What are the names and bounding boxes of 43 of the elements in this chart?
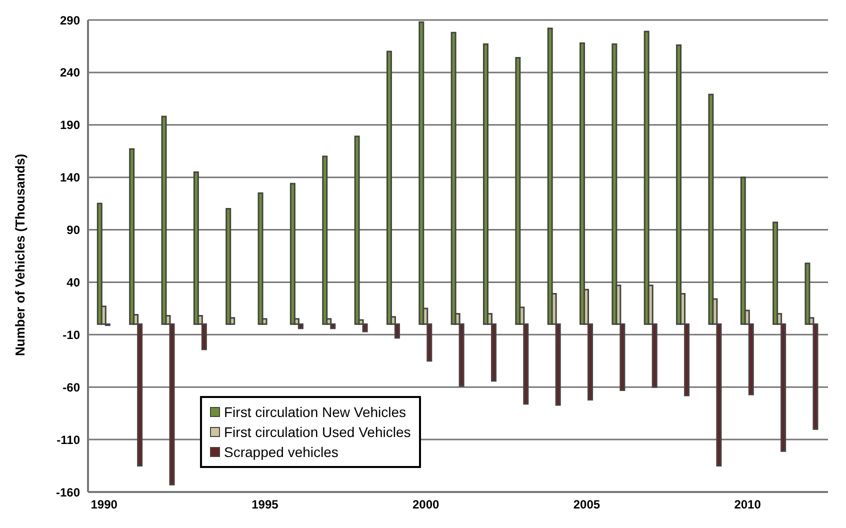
bar: [515, 57, 521, 325]
y-tick-label: -10: [62, 328, 80, 342]
bar: [129, 148, 135, 325]
bar: [580, 42, 586, 325]
bar: [612, 43, 618, 325]
bar: [386, 50, 392, 325]
y-tick-label: -110: [56, 432, 80, 447]
bar: [226, 208, 232, 325]
bar: [676, 44, 682, 325]
legend-label: First circulation Used Vehicles: [224, 423, 411, 442]
x-tick-label: 2005: [573, 498, 600, 512]
bar: [354, 136, 360, 325]
bar: [322, 156, 328, 325]
x-tick-label: 1995: [252, 498, 279, 512]
y-tick-label: 290: [60, 13, 80, 28]
y-tick-label: 90: [66, 223, 80, 238]
x-tick-label: 2000: [412, 498, 440, 512]
y-axis-title: Number of Vehicles (Thousands): [12, 154, 28, 356]
y-tick-label: 240: [60, 66, 80, 80]
bar: [644, 30, 650, 325]
legend-label: Scrapped vehicles: [224, 443, 338, 462]
bar: [362, 323, 368, 332]
bar: [547, 28, 553, 325]
x-tick-label: 1990: [90, 498, 118, 512]
y-tick-label: 190: [60, 118, 80, 132]
bar: [482, 43, 488, 325]
bar: [772, 222, 778, 325]
bar: [450, 32, 456, 325]
bar: [290, 182, 296, 325]
bar: [193, 171, 199, 325]
bar: [740, 176, 746, 325]
bar: [708, 94, 714, 325]
y-tick-label: 140: [60, 170, 80, 185]
y-tick-label: 40: [66, 275, 80, 290]
bar: [96, 202, 102, 325]
legend-label: First circulation New Vehicles: [224, 403, 406, 422]
bar: [258, 192, 264, 325]
bar: [418, 21, 424, 325]
bar: [161, 116, 167, 325]
y-tick-label: -60: [62, 380, 80, 394]
bar: [804, 262, 810, 325]
y-tick-label: -160: [56, 485, 80, 500]
x-tick-label: 2010: [734, 498, 762, 512]
